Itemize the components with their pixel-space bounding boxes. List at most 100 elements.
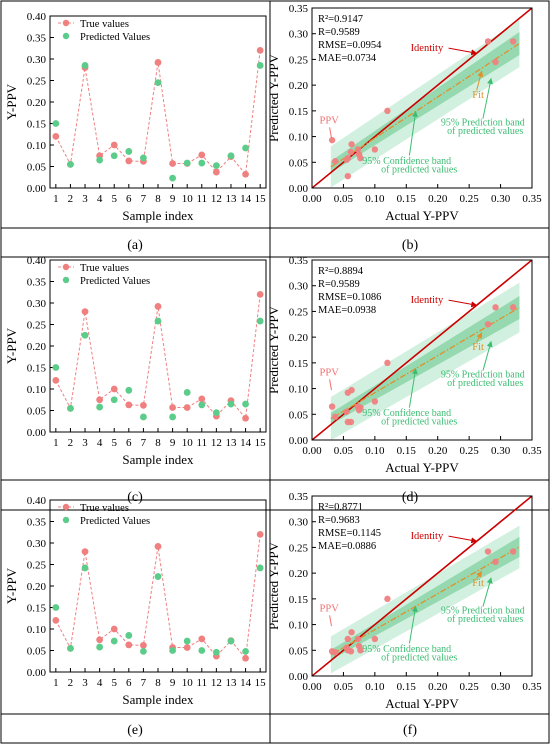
- x-tick-label: 14: [240, 437, 252, 449]
- x-tick-label: 13: [225, 677, 237, 689]
- true-value-point: [198, 395, 206, 403]
- x-tick-label: 14: [240, 677, 252, 689]
- x-tick-label: 4: [97, 437, 103, 449]
- x-tick-label: 0.35: [522, 445, 542, 457]
- data-point: [348, 141, 355, 148]
- y-tick-label: 0.30: [289, 517, 309, 529]
- x-tick-label: 10: [182, 193, 194, 205]
- data-point: [328, 403, 336, 410]
- identity-label: Identity: [411, 531, 444, 542]
- y-tick-label: 0.25: [289, 306, 309, 318]
- data-point: [357, 154, 364, 162]
- x-tick-label: 13: [225, 193, 237, 205]
- x-tick-label: 5: [111, 677, 117, 689]
- y-tick-label: 0.40: [27, 255, 47, 267]
- legend-true-marker: [62, 19, 70, 27]
- x-tick-label: 1: [53, 193, 59, 205]
- fit-label: Fit: [472, 578, 484, 589]
- x-tick-label: 15: [255, 193, 267, 205]
- x-tick-label: 11: [196, 437, 207, 449]
- x-tick-label: 2: [68, 193, 74, 205]
- prediction-band-arrow: [482, 77, 494, 119]
- x-tick-label: 8: [155, 437, 161, 449]
- x-tick-label: 0.20: [428, 445, 448, 457]
- true-value-point: [125, 401, 133, 409]
- x-tick-label: 0.25: [460, 681, 480, 693]
- legend-true-label: True values: [80, 503, 129, 514]
- x-tick-label: 0.05: [334, 193, 354, 205]
- predicted-value-point: [212, 162, 220, 170]
- data-point: [344, 647, 352, 654]
- data-point: [509, 548, 517, 555]
- predicted-value-point: [52, 120, 60, 127]
- y-tick-label: 0.15: [27, 603, 47, 615]
- fit-line: [330, 546, 520, 656]
- x-axis-label: Sample index: [122, 452, 194, 467]
- stat-label: R=0.9589: [318, 27, 360, 38]
- true-value-point: [154, 59, 162, 66]
- data-point: [348, 629, 355, 636]
- legend-predicted-marker: [62, 32, 70, 40]
- true-value-point: [183, 644, 191, 651]
- confidence-band-label-line2: of predicted values: [381, 653, 457, 664]
- y-tick-label: 0.10: [27, 140, 47, 152]
- x-axis-label: Actual Y-PPV: [385, 460, 459, 475]
- predicted-value-point: [67, 404, 74, 412]
- predicted-value-point: [169, 647, 176, 654]
- confidence-band-label: 95% Confidence band: [362, 644, 451, 655]
- true-value-point: [110, 625, 118, 633]
- y-tick-label: 0.25: [27, 320, 47, 332]
- plot-content: [312, 260, 532, 440]
- predicted-value-point: [110, 396, 118, 404]
- x-tick-label: 3: [82, 193, 88, 205]
- fit-label: Fit: [472, 342, 484, 353]
- legend-true-marker: [62, 263, 70, 271]
- y-tick-label: 0.10: [289, 620, 309, 632]
- plot-frame: [311, 259, 533, 441]
- chart-panel-b: 0.00 0.05 0.10 0.15 0.20 0.25 0.30 0.35 0.00 0.05…: [266, 3, 542, 223]
- x-tick-label: 0.00: [302, 193, 322, 205]
- y-tick-label: 0.20: [27, 341, 47, 353]
- confidence-band-label: 95% Confidence band: [362, 408, 451, 419]
- ppv-label: PPV: [320, 604, 340, 615]
- confidence-band-arrow: [408, 110, 418, 156]
- data-point: [344, 154, 352, 162]
- stat-label: R=0.9683: [318, 515, 360, 526]
- prediction-band-label-line2: of predicted values: [447, 614, 523, 625]
- x-tick-label: 0.15: [397, 681, 417, 693]
- panel-label-c: (c): [127, 490, 143, 505]
- identity-label: Identity: [411, 295, 444, 306]
- true-value-point: [169, 404, 176, 411]
- data-point: [509, 304, 517, 311]
- x-tick-label: 9: [170, 677, 176, 689]
- x-tick-label: 14: [240, 193, 252, 205]
- y-axis-label: Predicted Y-PPV: [266, 541, 281, 630]
- prediction-band-label: 95% Prediction band: [441, 117, 525, 128]
- y-tick-label: 0.15: [27, 363, 47, 375]
- y-tick-label: 0.00: [289, 435, 309, 447]
- y-tick-label: 0.15: [289, 106, 309, 118]
- predicted-value-point: [227, 637, 235, 645]
- x-tick-label: 0.10: [365, 193, 385, 205]
- predicted-value-point: [198, 647, 206, 654]
- x-tick-label: 0.20: [428, 193, 448, 205]
- x-tick-label: 12: [211, 193, 222, 205]
- x-tick-label: 6: [126, 677, 132, 689]
- true-value-point: [110, 385, 118, 393]
- data-point: [328, 136, 336, 144]
- panel-label-a: (a): [127, 238, 143, 253]
- y-axis-label: Y-PPV: [4, 327, 19, 364]
- predicted-value-point: [212, 648, 220, 656]
- legend-predicted-marker: [62, 276, 70, 284]
- stat-label: R²=0.8771: [318, 502, 363, 513]
- x-axis-label: Sample index: [122, 692, 194, 707]
- y-tick-label: 0.35: [289, 3, 309, 15]
- legend-true-marker: [62, 503, 70, 511]
- y-tick-label: 0.30: [27, 54, 47, 66]
- predicted-value-point: [140, 647, 147, 655]
- data-point: [384, 359, 391, 367]
- data-point: [332, 413, 339, 421]
- legend-true-label: True values: [80, 263, 129, 274]
- predicted-value-point: [169, 413, 176, 421]
